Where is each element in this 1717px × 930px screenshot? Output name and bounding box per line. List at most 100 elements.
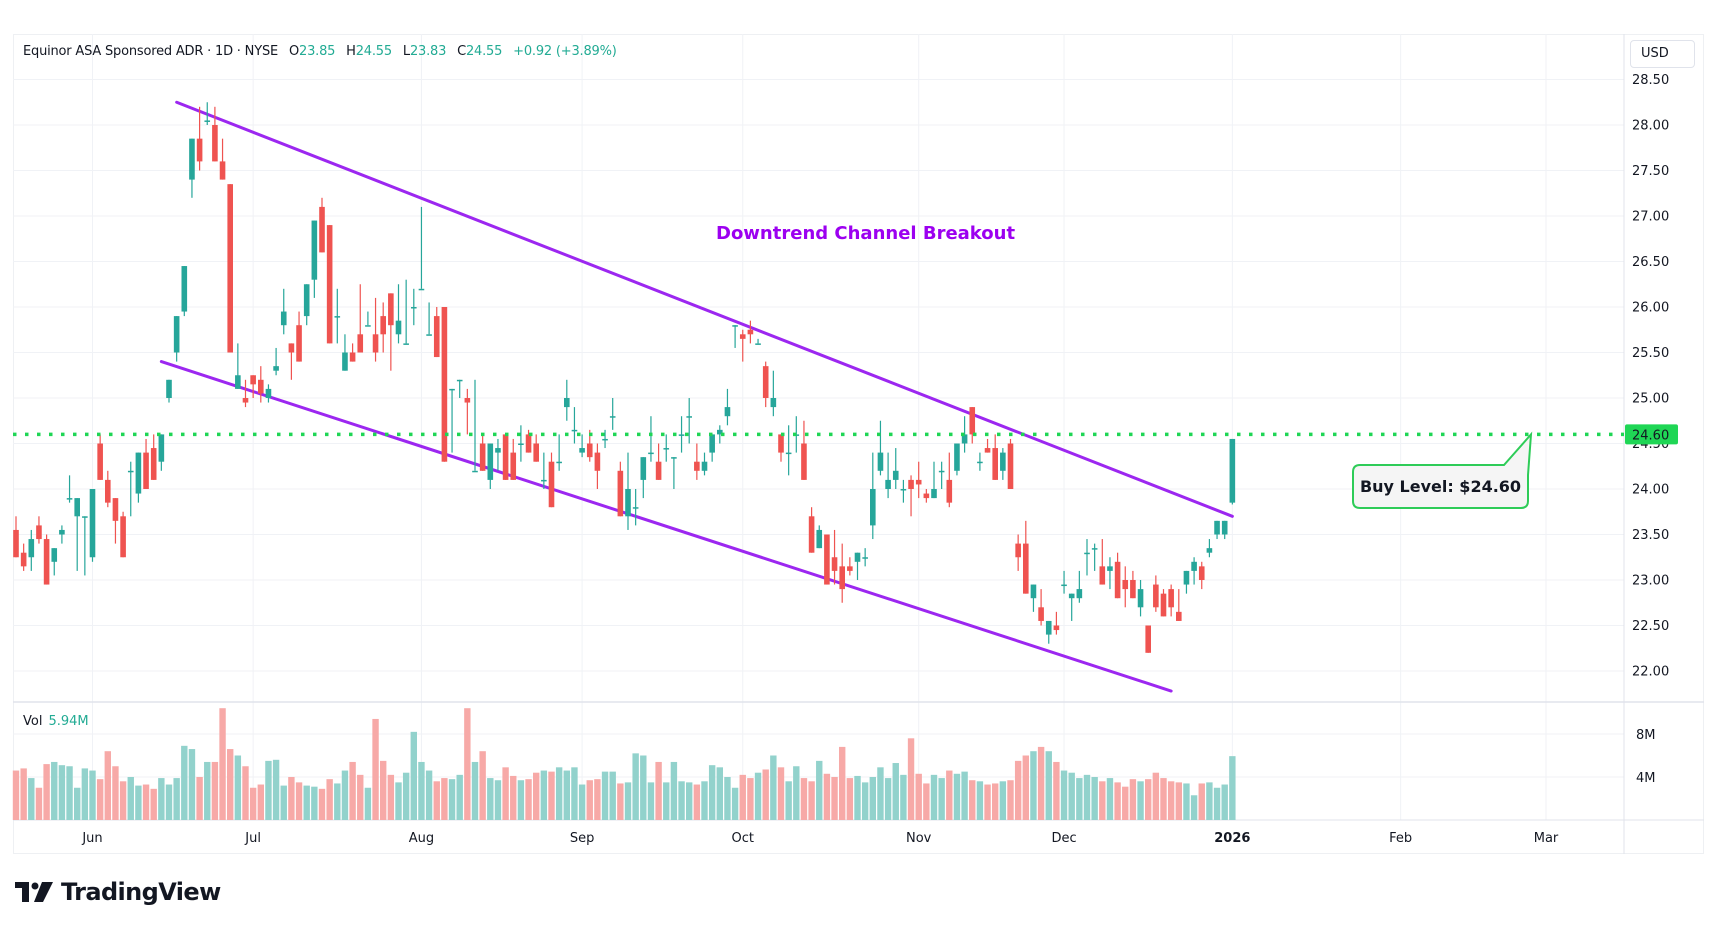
volume-bar (678, 781, 685, 820)
volume-bar (334, 783, 341, 820)
candle (1191, 557, 1197, 585)
candle (816, 525, 823, 549)
candle (1045, 620, 1052, 644)
candle (464, 388, 471, 435)
volume-bar (601, 771, 609, 820)
volume-bar (43, 764, 50, 820)
candle-body (770, 398, 777, 408)
volume-bar (1167, 781, 1175, 820)
candle-body (977, 461, 983, 464)
volume-bar (150, 788, 157, 820)
volume-bar (946, 770, 953, 820)
candle (556, 434, 562, 471)
candle-body (1084, 552, 1090, 555)
candle (395, 284, 402, 344)
candle-body (296, 325, 302, 362)
volume-label: Vol (23, 714, 43, 729)
candle (892, 448, 899, 489)
candle (426, 302, 432, 336)
candle-body (380, 316, 386, 335)
price-tick-label: 26.00 (1632, 301, 1669, 316)
volume-bar (1152, 772, 1160, 820)
candle-body (870, 489, 876, 526)
price-tick-label: 27.00 (1632, 210, 1669, 225)
volume-bar (686, 782, 693, 820)
volume-bar (555, 767, 563, 820)
candle-body (487, 443, 494, 480)
candle (533, 434, 539, 462)
volume-bar (808, 781, 815, 820)
tradingview-logo[interactable]: TradingView (15, 878, 221, 906)
candle-body (801, 443, 807, 480)
candle (1176, 589, 1182, 621)
candle-body (556, 461, 562, 464)
candle (449, 388, 455, 453)
volume-bar (364, 787, 372, 820)
volume-bar (670, 761, 678, 820)
candle-body (1122, 580, 1129, 590)
candle-body (625, 489, 631, 517)
candle-body (173, 316, 180, 353)
candle-body (456, 379, 463, 382)
candle (150, 434, 157, 480)
channel-lines (159, 100, 1234, 693)
candle-body (1176, 611, 1182, 621)
candle (181, 266, 188, 317)
time-tick-label: Oct (732, 831, 754, 846)
candle (1229, 438, 1236, 505)
volume-bar (58, 765, 66, 820)
volume-bar (280, 785, 287, 820)
candle-body (464, 398, 471, 403)
channel-upper-line (175, 100, 1234, 518)
volume-bar (632, 753, 639, 820)
volume-bar (142, 784, 150, 820)
candle-body (418, 288, 425, 291)
time-tick-label: Sep (570, 831, 595, 846)
candle (258, 366, 264, 403)
candle (824, 534, 830, 585)
candle (59, 525, 65, 544)
candle (227, 184, 233, 353)
candle (648, 416, 654, 462)
candle (1145, 625, 1151, 653)
volume-bar (716, 767, 723, 820)
candle (74, 498, 80, 571)
volume-tick-label: 8M (1636, 728, 1656, 743)
candle-body (724, 407, 731, 417)
candle-body (678, 434, 685, 436)
candle-body (663, 448, 670, 450)
candle-body (1168, 589, 1174, 608)
candle (319, 197, 325, 253)
candle (908, 475, 914, 517)
volume-bar (1091, 777, 1098, 820)
candle (97, 434, 103, 480)
candle (1160, 589, 1167, 617)
currency-button[interactable]: USD (1630, 40, 1695, 68)
candle (663, 434, 670, 462)
volume-bar (119, 781, 127, 820)
candle (992, 434, 998, 480)
candle-body (709, 434, 715, 453)
candle (1084, 539, 1090, 576)
time-tick-label: Jul (244, 831, 261, 846)
volume-bar (341, 770, 349, 820)
candle (326, 225, 333, 344)
candle (1153, 575, 1159, 612)
candle-body (242, 398, 249, 403)
buy-level-price-tag (1625, 424, 1678, 445)
candle-body (502, 434, 509, 480)
candle-body (150, 448, 157, 480)
volume-bar (663, 782, 670, 820)
volume-bar (1099, 781, 1106, 820)
candle (242, 379, 249, 408)
volume-bar (272, 759, 280, 820)
candle (296, 311, 302, 362)
tradingview-logo-icon (15, 882, 53, 902)
axes: 28.50 28.00 27.50 27.00 26.50 26.00 25.50 25.00… (81, 73, 1678, 846)
candle (541, 452, 547, 489)
candle (158, 434, 165, 471)
buy-level-price-tag-label: 24.60 (1632, 428, 1669, 443)
volume-bar (89, 770, 96, 820)
candle (66, 475, 73, 503)
